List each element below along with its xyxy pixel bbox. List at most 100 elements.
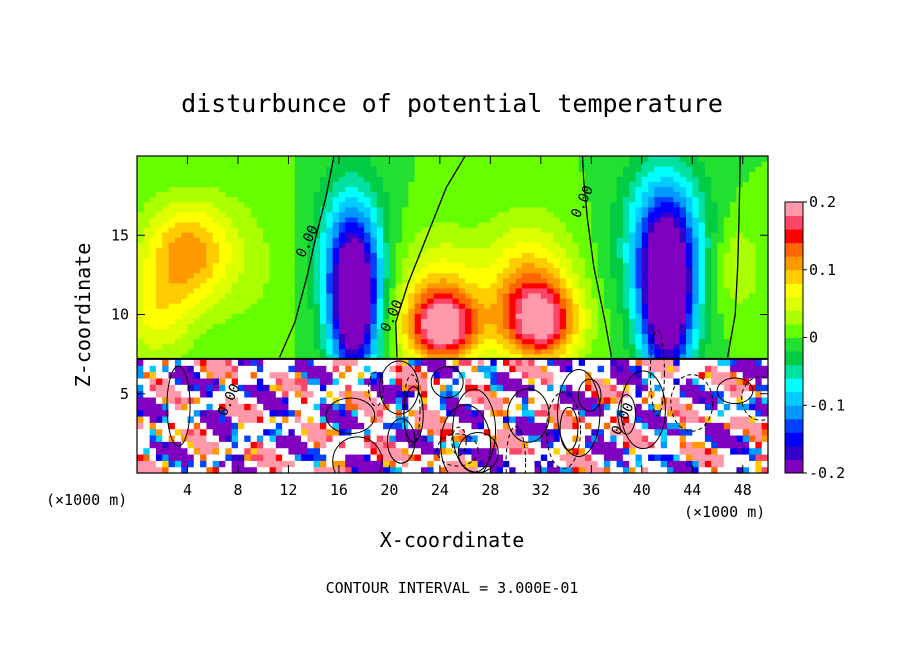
field-cell xyxy=(458,252,466,259)
field-cell xyxy=(351,365,359,373)
field-cell xyxy=(578,338,586,345)
field-cell xyxy=(761,211,769,218)
field-cell xyxy=(591,181,599,188)
field-cell xyxy=(395,211,403,218)
field-cell xyxy=(357,409,365,417)
field-cell xyxy=(427,441,435,449)
field-cell xyxy=(149,267,157,274)
field-cell xyxy=(395,272,403,279)
field-cell xyxy=(723,191,731,198)
field-cell xyxy=(559,267,567,274)
field-cell xyxy=(458,171,466,177)
field-cell xyxy=(149,338,157,345)
field-cell xyxy=(162,343,170,350)
field-cell xyxy=(307,247,315,253)
field-cell xyxy=(465,343,473,350)
field-cell xyxy=(622,196,630,203)
field-cell xyxy=(244,206,252,213)
field-cell xyxy=(465,292,473,299)
field-cell xyxy=(162,358,170,366)
field-cell xyxy=(635,343,643,350)
field-cell xyxy=(755,338,763,345)
field-cell xyxy=(364,396,372,404)
field-cell xyxy=(149,257,157,264)
field-cell xyxy=(402,277,409,284)
field-cell xyxy=(357,221,365,228)
field-cell xyxy=(187,298,195,304)
field-cell xyxy=(187,292,195,299)
field-cell xyxy=(370,390,378,398)
field-cell xyxy=(566,298,573,304)
field-cell xyxy=(622,272,630,279)
field-cell xyxy=(698,348,706,355)
field-cell xyxy=(402,161,409,167)
field-cell xyxy=(395,353,403,360)
field-cell xyxy=(155,365,163,373)
field-cell xyxy=(465,365,473,373)
field-cell xyxy=(660,232,668,238)
field-cell xyxy=(244,201,252,208)
field-cell xyxy=(553,201,561,208)
field-cell xyxy=(578,287,586,294)
field-cell xyxy=(376,227,384,233)
field-cell xyxy=(225,237,233,243)
field-cell xyxy=(288,247,296,253)
field-cell xyxy=(326,267,334,274)
field-cell xyxy=(679,343,687,350)
field-cell xyxy=(452,272,460,279)
field-cell xyxy=(370,252,378,259)
field-cell xyxy=(212,422,220,430)
field-cell xyxy=(294,242,302,248)
field-cell xyxy=(137,237,144,243)
field-cell xyxy=(502,252,510,259)
field-cell xyxy=(137,358,144,366)
field-cell xyxy=(408,206,416,213)
field-cell xyxy=(704,338,712,345)
field-cell xyxy=(408,396,416,404)
field-cell xyxy=(408,447,416,455)
field-cell xyxy=(736,232,744,238)
field-cell xyxy=(433,434,441,442)
field-cell xyxy=(452,308,460,314)
field-cell xyxy=(338,232,346,238)
field-cell xyxy=(219,409,226,417)
field-cell xyxy=(313,196,321,203)
field-cell xyxy=(200,358,208,366)
field-cell xyxy=(540,292,548,299)
field-cell xyxy=(294,277,302,284)
field-cell xyxy=(206,211,214,218)
field-cell xyxy=(446,358,454,366)
field-cell xyxy=(212,206,220,213)
field-cell xyxy=(749,211,756,218)
field-cell xyxy=(326,365,334,373)
field-cell xyxy=(534,211,542,218)
field-cell xyxy=(174,428,182,436)
field-cell xyxy=(301,237,308,243)
field-cell xyxy=(313,262,321,269)
field-cell xyxy=(446,323,454,330)
field-cell xyxy=(370,409,378,417)
field-cell xyxy=(263,216,271,223)
field-cell xyxy=(338,328,346,335)
field-cell xyxy=(313,308,321,314)
field-cell xyxy=(174,328,182,335)
field-cell xyxy=(326,242,334,248)
field-cell xyxy=(414,353,422,360)
field-cell xyxy=(730,242,738,248)
field-cell xyxy=(420,358,428,366)
field-cell xyxy=(723,313,731,319)
field-cell xyxy=(256,211,264,218)
field-cell xyxy=(717,298,725,304)
field-cell xyxy=(332,277,340,284)
field-cell xyxy=(515,237,523,243)
field-cell xyxy=(572,303,580,309)
field-cell xyxy=(181,206,189,213)
field-cell xyxy=(174,166,182,172)
field-cell xyxy=(231,181,239,188)
field-cell xyxy=(572,257,580,264)
field-cell xyxy=(155,308,163,314)
field-cell xyxy=(622,267,630,274)
field-cell xyxy=(137,434,144,442)
field-cell xyxy=(256,227,264,233)
field-cell xyxy=(137,338,144,345)
